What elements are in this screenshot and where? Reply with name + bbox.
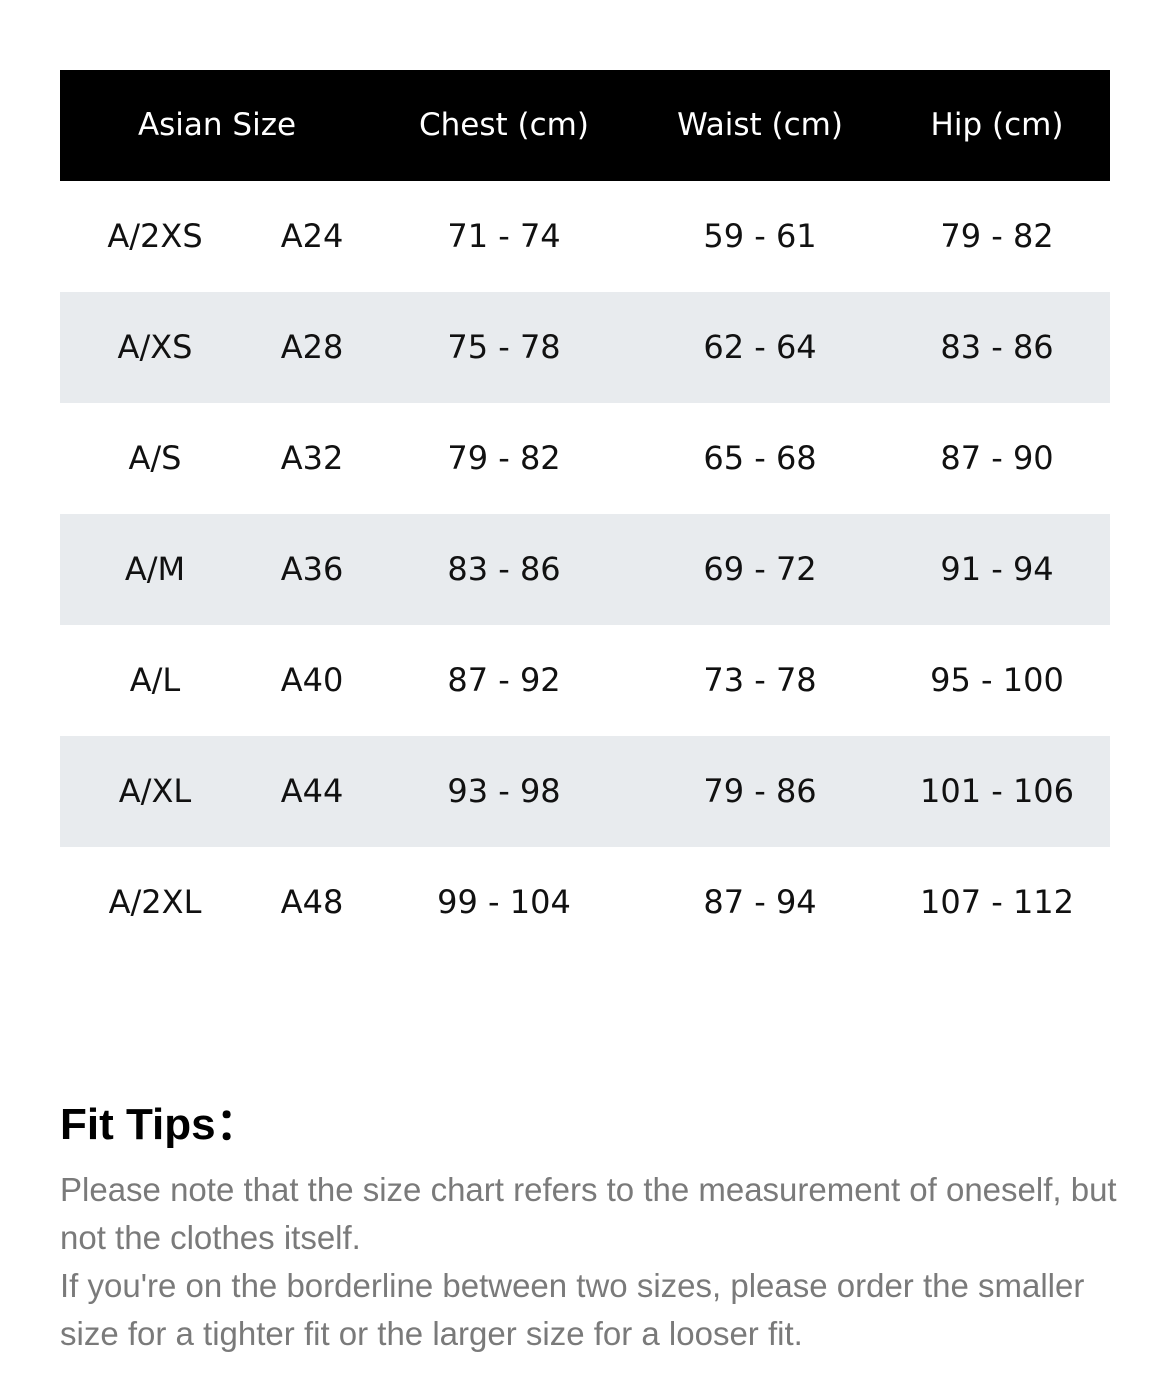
cell-code: A24 xyxy=(280,217,344,255)
cell-hip: 91 - 94 xyxy=(940,550,1054,588)
cell-chest: 71 - 74 xyxy=(447,217,561,255)
cell-size: A/M xyxy=(124,550,186,588)
cell-waist: 69 - 72 xyxy=(703,550,817,588)
cell-waist: 65 - 68 xyxy=(703,439,817,477)
cell-waist: 79 - 86 xyxy=(703,772,817,810)
cell-hip: 107 - 112 xyxy=(919,883,1075,921)
cell-waist: 59 - 61 xyxy=(703,217,817,255)
cell-waist: 73 - 78 xyxy=(703,661,817,699)
cell-chest: 83 - 86 xyxy=(447,550,561,588)
fit-tips-title: Fit Tips： xyxy=(60,1100,260,1149)
header-waist: Waist (cm) xyxy=(677,107,843,143)
cell-chest: 87 - 92 xyxy=(447,661,561,699)
table-row: A/2XL A48 99 - 104 87 - 94 107 - 112 xyxy=(60,847,1110,958)
cell-size: A/XS xyxy=(117,328,193,366)
header-hip: Hip (cm) xyxy=(930,107,1064,143)
size-chart-table: Asian Size Chest (cm) Waist (cm) Hip (cm… xyxy=(60,70,1110,958)
cell-code: A36 xyxy=(280,550,344,588)
fit-tips: Fit Tips： Please note that the size char… xyxy=(60,1088,1130,1358)
cell-size: A/XL xyxy=(118,772,192,810)
cell-code: A40 xyxy=(280,661,344,699)
table-row: A/S A32 79 - 82 65 - 68 87 - 90 xyxy=(60,403,1110,514)
cell-hip: 87 - 90 xyxy=(940,439,1054,477)
cell-chest: 93 - 98 xyxy=(447,772,561,810)
cell-size: A/L xyxy=(129,661,181,699)
header-chest: Chest (cm) xyxy=(419,107,589,143)
cell-waist: 62 - 64 xyxy=(703,328,817,366)
fit-tips-line-1: Please note that the size chart refers t… xyxy=(60,1171,1117,1256)
table-row: A/M A36 83 - 86 69 - 72 91 - 94 xyxy=(60,514,1110,625)
cell-hip: 79 - 82 xyxy=(940,217,1054,255)
cell-code: A44 xyxy=(280,772,344,810)
cell-hip: 95 - 100 xyxy=(930,661,1064,699)
cell-code: A28 xyxy=(280,328,344,366)
table-row: A/XL A44 93 - 98 79 - 86 101 - 106 xyxy=(60,736,1110,847)
cell-hip: 101 - 106 xyxy=(919,772,1075,810)
cell-size: A/2XL xyxy=(108,883,202,921)
cell-chest: 79 - 82 xyxy=(447,439,561,477)
cell-waist: 87 - 94 xyxy=(703,883,817,921)
cell-hip: 83 - 86 xyxy=(940,328,1054,366)
header-asian-size: Asian Size xyxy=(137,107,297,143)
cell-size: A/S xyxy=(128,439,182,477)
cell-chest: 75 - 78 xyxy=(447,328,561,366)
cell-code: A32 xyxy=(280,439,344,477)
cell-code: A48 xyxy=(280,883,344,921)
cell-chest: 99 - 104 xyxy=(437,883,571,921)
table-row: A/XS A28 75 - 78 62 - 64 83 - 86 xyxy=(60,292,1110,403)
cell-size: A/2XS xyxy=(107,217,203,255)
fit-tips-line-2: If you're on the borderline between two … xyxy=(60,1267,1085,1352)
table-header: Asian Size Chest (cm) Waist (cm) Hip (cm… xyxy=(60,70,1110,181)
table-row: A/L A40 87 - 92 73 - 78 95 - 100 xyxy=(60,625,1110,736)
table-row: A/2XS A24 71 - 74 59 - 61 79 - 82 xyxy=(60,181,1110,292)
